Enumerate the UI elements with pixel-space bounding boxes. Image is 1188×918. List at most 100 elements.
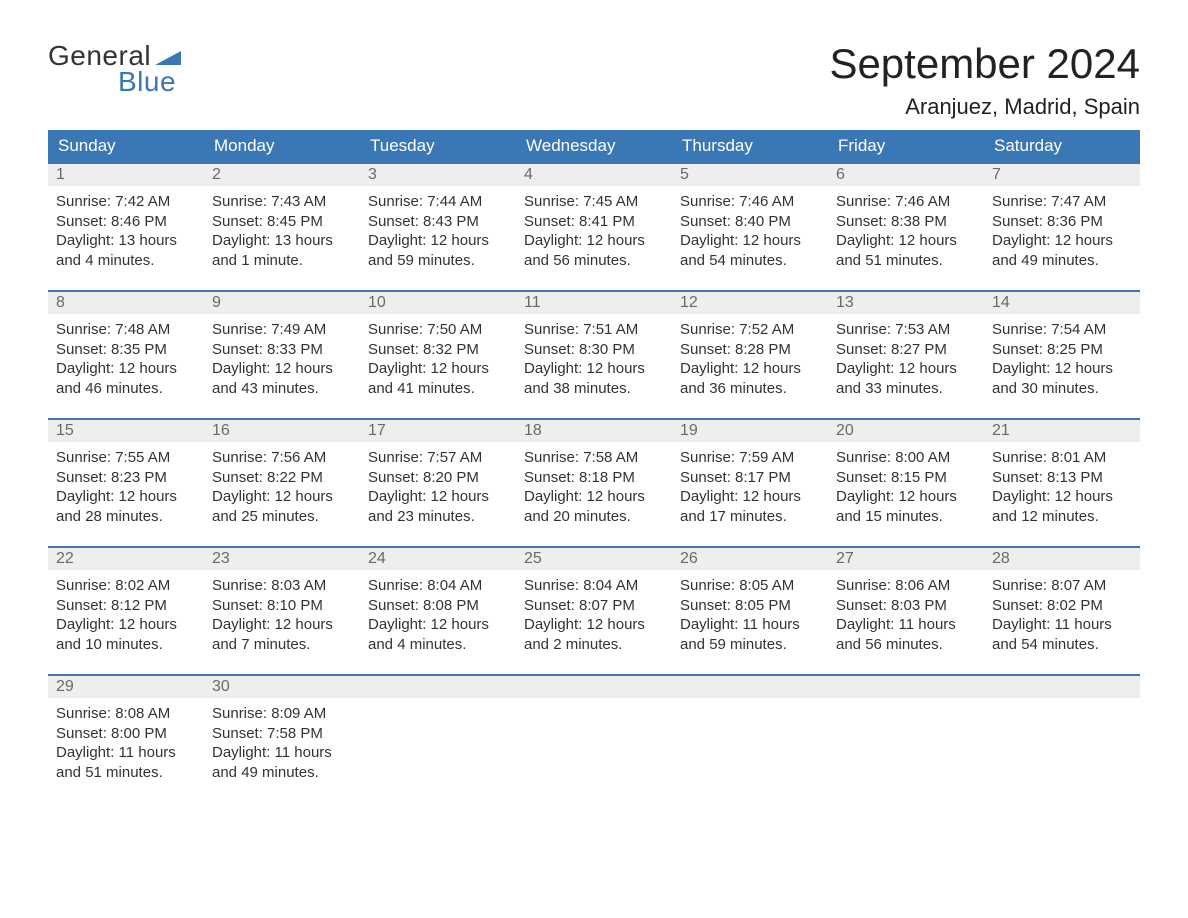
sunrise-line: Sunrise: 8:07 AM — [992, 576, 1132, 596]
calendar-day-cell: 14Sunrise: 7:54 AMSunset: 8:25 PMDayligh… — [984, 290, 1140, 418]
sunset-line: Sunset: 8:22 PM — [212, 468, 352, 488]
sunrise-line: Sunrise: 7:50 AM — [368, 320, 508, 340]
daylight-line: Daylight: 12 hours and 28 minutes. — [56, 487, 196, 526]
sunset-line: Sunset: 8:10 PM — [212, 596, 352, 616]
empty-day-top — [828, 674, 984, 698]
sunset-line: Sunset: 8:02 PM — [992, 596, 1132, 616]
day-number: 12 — [672, 290, 828, 314]
day-number: 8 — [48, 290, 204, 314]
sunrise-line: Sunrise: 8:09 AM — [212, 704, 352, 724]
weekday-header: Sunday — [48, 130, 204, 162]
day-details: Sunrise: 8:07 AMSunset: 8:02 PMDaylight:… — [984, 570, 1140, 668]
day-details: Sunrise: 8:04 AMSunset: 8:07 PMDaylight:… — [516, 570, 672, 668]
day-details: Sunrise: 8:04 AMSunset: 8:08 PMDaylight:… — [360, 570, 516, 668]
weekday-header: Tuesday — [360, 130, 516, 162]
sunset-line: Sunset: 7:58 PM — [212, 724, 352, 744]
day-details: Sunrise: 7:53 AMSunset: 8:27 PMDaylight:… — [828, 314, 984, 412]
daylight-line: Daylight: 12 hours and 25 minutes. — [212, 487, 352, 526]
day-details: Sunrise: 7:52 AMSunset: 8:28 PMDaylight:… — [672, 314, 828, 412]
sunset-line: Sunset: 8:07 PM — [524, 596, 664, 616]
day-number: 25 — [516, 546, 672, 570]
sunset-line: Sunset: 8:17 PM — [680, 468, 820, 488]
calendar-day-cell: 22Sunrise: 8:02 AMSunset: 8:12 PMDayligh… — [48, 546, 204, 674]
day-number: 24 — [360, 546, 516, 570]
sunset-line: Sunset: 8:46 PM — [56, 212, 196, 232]
weekday-header: Saturday — [984, 130, 1140, 162]
day-number: 29 — [48, 674, 204, 698]
calendar-day-cell — [828, 674, 984, 802]
empty-day-top — [984, 674, 1140, 698]
day-details: Sunrise: 7:57 AMSunset: 8:20 PMDaylight:… — [360, 442, 516, 540]
day-details: Sunrise: 7:54 AMSunset: 8:25 PMDaylight:… — [984, 314, 1140, 412]
calendar-day-cell — [672, 674, 828, 802]
day-number: 27 — [828, 546, 984, 570]
day-number: 22 — [48, 546, 204, 570]
daylight-line: Daylight: 12 hours and 17 minutes. — [680, 487, 820, 526]
day-number: 13 — [828, 290, 984, 314]
daylight-line: Daylight: 12 hours and 54 minutes. — [680, 231, 820, 270]
day-number: 14 — [984, 290, 1140, 314]
day-number: 17 — [360, 418, 516, 442]
day-number: 10 — [360, 290, 516, 314]
calendar-day-cell: 26Sunrise: 8:05 AMSunset: 8:05 PMDayligh… — [672, 546, 828, 674]
weekday-header: Wednesday — [516, 130, 672, 162]
sunrise-line: Sunrise: 7:46 AM — [680, 192, 820, 212]
weekday-header: Monday — [204, 130, 360, 162]
day-number: 7 — [984, 162, 1140, 186]
daylight-line: Daylight: 12 hours and 4 minutes. — [368, 615, 508, 654]
daylight-line: Daylight: 11 hours and 59 minutes. — [680, 615, 820, 654]
calendar-day-cell: 19Sunrise: 7:59 AMSunset: 8:17 PMDayligh… — [672, 418, 828, 546]
day-number: 30 — [204, 674, 360, 698]
sunset-line: Sunset: 8:15 PM — [836, 468, 976, 488]
day-details: Sunrise: 7:47 AMSunset: 8:36 PMDaylight:… — [984, 186, 1140, 284]
sunset-line: Sunset: 8:00 PM — [56, 724, 196, 744]
day-number: 3 — [360, 162, 516, 186]
sunset-line: Sunset: 8:35 PM — [56, 340, 196, 360]
day-details: Sunrise: 7:48 AMSunset: 8:35 PMDaylight:… — [48, 314, 204, 412]
daylight-line: Daylight: 11 hours and 56 minutes. — [836, 615, 976, 654]
calendar-day-cell: 29Sunrise: 8:08 AMSunset: 8:00 PMDayligh… — [48, 674, 204, 802]
calendar-week-row: 29Sunrise: 8:08 AMSunset: 8:00 PMDayligh… — [48, 674, 1140, 802]
calendar-day-cell: 23Sunrise: 8:03 AMSunset: 8:10 PMDayligh… — [204, 546, 360, 674]
sunset-line: Sunset: 8:13 PM — [992, 468, 1132, 488]
calendar-day-cell: 20Sunrise: 8:00 AMSunset: 8:15 PMDayligh… — [828, 418, 984, 546]
daylight-line: Daylight: 13 hours and 4 minutes. — [56, 231, 196, 270]
sunrise-line: Sunrise: 7:59 AM — [680, 448, 820, 468]
sunrise-line: Sunrise: 7:58 AM — [524, 448, 664, 468]
day-details: Sunrise: 8:00 AMSunset: 8:15 PMDaylight:… — [828, 442, 984, 540]
day-number: 15 — [48, 418, 204, 442]
daylight-line: Daylight: 12 hours and 7 minutes. — [212, 615, 352, 654]
sunrise-line: Sunrise: 7:53 AM — [836, 320, 976, 340]
calendar-day-cell: 12Sunrise: 7:52 AMSunset: 8:28 PMDayligh… — [672, 290, 828, 418]
day-number: 5 — [672, 162, 828, 186]
daylight-line: Daylight: 12 hours and 59 minutes. — [368, 231, 508, 270]
sunrise-line: Sunrise: 8:01 AM — [992, 448, 1132, 468]
day-number: 19 — [672, 418, 828, 442]
daylight-line: Daylight: 12 hours and 41 minutes. — [368, 359, 508, 398]
day-number: 18 — [516, 418, 672, 442]
day-details: Sunrise: 7:59 AMSunset: 8:17 PMDaylight:… — [672, 442, 828, 540]
calendar-day-cell: 27Sunrise: 8:06 AMSunset: 8:03 PMDayligh… — [828, 546, 984, 674]
calendar-day-cell: 16Sunrise: 7:56 AMSunset: 8:22 PMDayligh… — [204, 418, 360, 546]
logo-word2: Blue — [118, 66, 176, 98]
sunrise-line: Sunrise: 8:04 AM — [368, 576, 508, 596]
day-details: Sunrise: 7:46 AMSunset: 8:38 PMDaylight:… — [828, 186, 984, 284]
daylight-line: Daylight: 12 hours and 56 minutes. — [524, 231, 664, 270]
calendar-week-row: 22Sunrise: 8:02 AMSunset: 8:12 PMDayligh… — [48, 546, 1140, 674]
sunrise-line: Sunrise: 8:08 AM — [56, 704, 196, 724]
sunset-line: Sunset: 8:27 PM — [836, 340, 976, 360]
sunrise-line: Sunrise: 8:05 AM — [680, 576, 820, 596]
daylight-line: Daylight: 12 hours and 46 minutes. — [56, 359, 196, 398]
calendar-day-cell: 6Sunrise: 7:46 AMSunset: 8:38 PMDaylight… — [828, 162, 984, 290]
sunset-line: Sunset: 8:45 PM — [212, 212, 352, 232]
sunset-line: Sunset: 8:41 PM — [524, 212, 664, 232]
calendar-day-cell: 24Sunrise: 8:04 AMSunset: 8:08 PMDayligh… — [360, 546, 516, 674]
day-details: Sunrise: 8:01 AMSunset: 8:13 PMDaylight:… — [984, 442, 1140, 540]
day-number: 4 — [516, 162, 672, 186]
weekday-header: Friday — [828, 130, 984, 162]
day-details: Sunrise: 8:06 AMSunset: 8:03 PMDaylight:… — [828, 570, 984, 668]
calendar-day-cell — [516, 674, 672, 802]
calendar-day-cell: 25Sunrise: 8:04 AMSunset: 8:07 PMDayligh… — [516, 546, 672, 674]
weekday-header-row: SundayMondayTuesdayWednesdayThursdayFrid… — [48, 130, 1140, 162]
calendar-day-cell: 2Sunrise: 7:43 AMSunset: 8:45 PMDaylight… — [204, 162, 360, 290]
